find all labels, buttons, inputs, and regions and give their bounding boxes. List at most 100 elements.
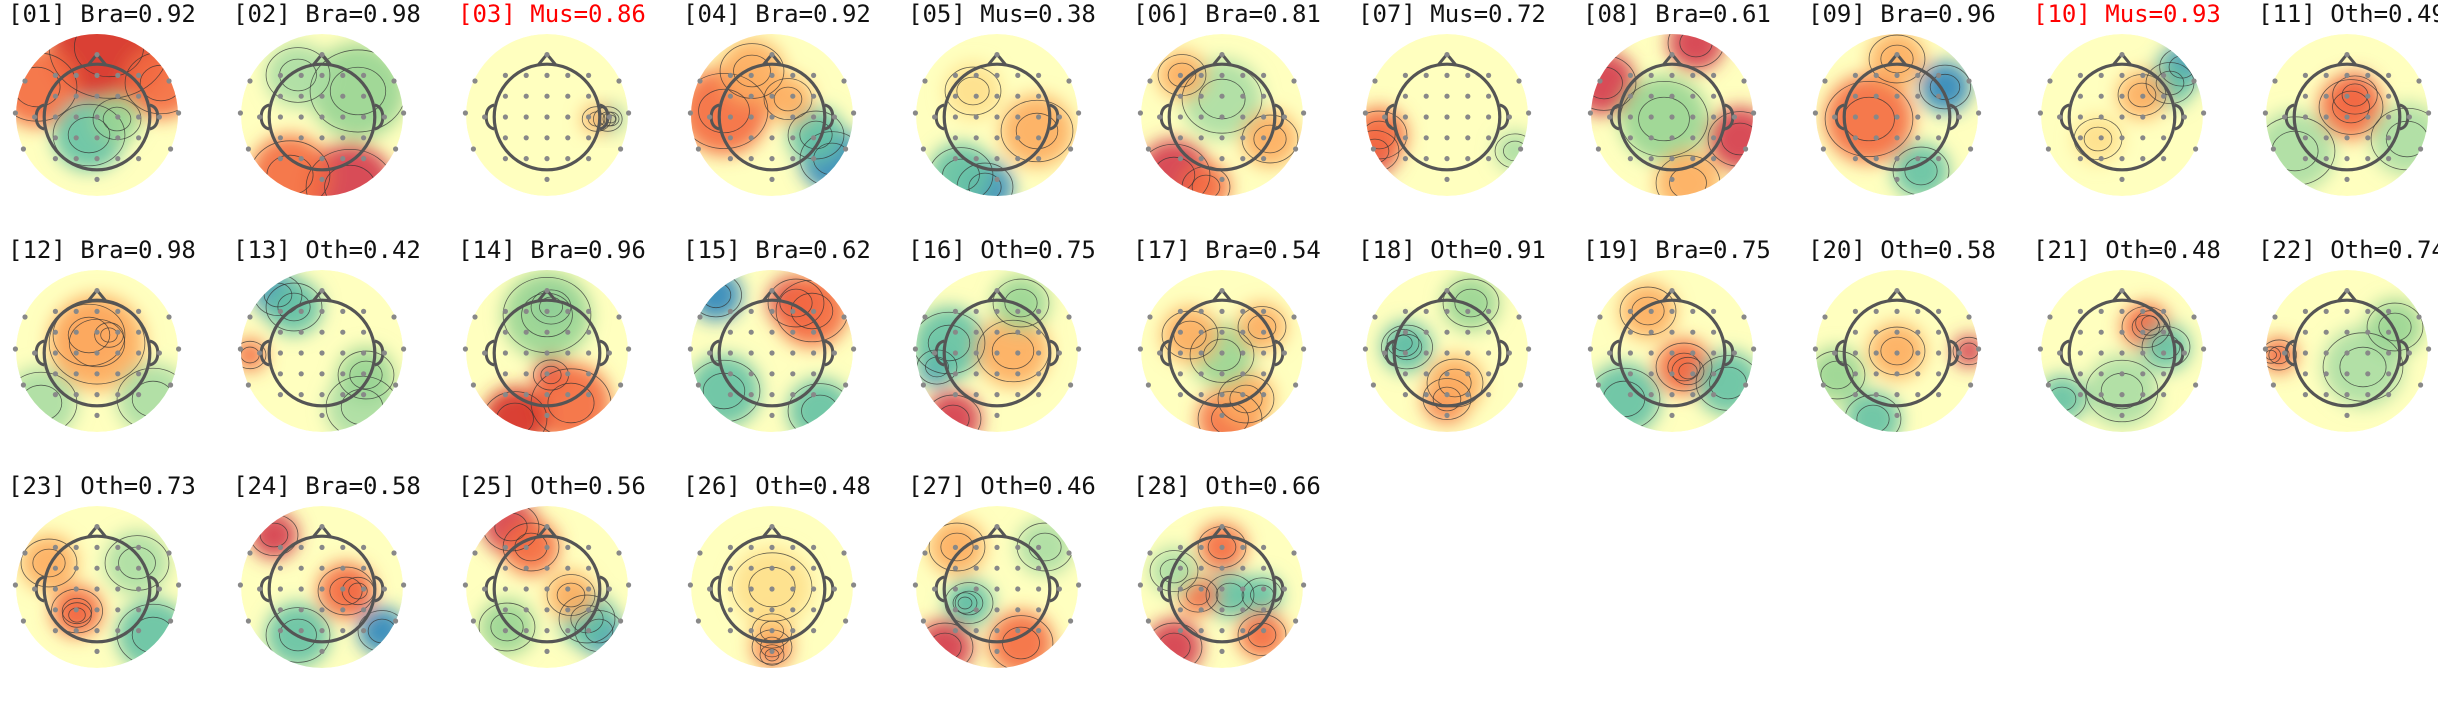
sensor-dot: [1711, 392, 1717, 398]
sensor-dot: [361, 72, 367, 78]
sensor-dot: [973, 135, 979, 141]
contour-line: [1678, 362, 1698, 380]
sensor-dot: [115, 544, 121, 550]
sensor-dot: [544, 114, 550, 120]
sensor-dot: [769, 524, 775, 530]
contour-line: [1000, 99, 1074, 163]
sensor-dot: [2323, 350, 2329, 356]
sensor-dot: [2077, 114, 2083, 120]
sensor-dot: [851, 346, 857, 352]
sensor-dot: [470, 146, 476, 152]
component-label: [21] Oth=0.48: [2033, 236, 2221, 264]
sensor-dot: [2140, 371, 2146, 377]
sensor-dot: [811, 565, 817, 571]
sensor-dot: [1627, 350, 1633, 356]
sensor-dot: [2181, 114, 2187, 120]
sensor-dot: [2386, 308, 2392, 314]
sensor-dot: [2302, 93, 2308, 99]
sensor-dot: [2344, 176, 2350, 182]
sensor-dot: [2119, 135, 2125, 141]
sensor-dot: [136, 565, 142, 571]
activation-blob: [1825, 75, 1913, 163]
sensor-dot: [790, 156, 796, 162]
contour-line: [1217, 374, 1275, 424]
contour-line: [954, 590, 984, 616]
sensor-dot: [2098, 350, 2104, 356]
sensor-dot: [565, 544, 571, 550]
sensor-dot: [790, 308, 796, 314]
sensor-dot: [482, 114, 488, 120]
sensor-dot: [544, 93, 550, 99]
sensor-dot: [586, 350, 592, 356]
sensor-dot: [831, 350, 837, 356]
sensor-dot: [1066, 314, 1072, 320]
sensor-dot: [2161, 308, 2167, 314]
sensor-dot: [695, 146, 701, 152]
sensor-dot: [2416, 314, 2422, 320]
sensor-dot: [2344, 392, 2350, 398]
sensor-dot: [245, 146, 251, 152]
sensor-dot: [1820, 146, 1826, 152]
sensor-dot: [1444, 156, 1450, 162]
sensor-dot: [544, 392, 550, 398]
contour-line: [1655, 342, 1713, 392]
sensor-dot: [73, 628, 79, 634]
sensor-dot: [94, 135, 100, 141]
sensor-dot: [136, 93, 142, 99]
sensor-dot: [994, 114, 1000, 120]
sensor-dot: [1526, 110, 1532, 116]
contour-line: [2339, 346, 2387, 388]
sensor-dot: [994, 329, 1000, 335]
sensor-dot: [1219, 308, 1225, 314]
sensor-dot: [1486, 135, 1492, 141]
sensor-dot: [973, 350, 979, 356]
sensor-dot: [1936, 135, 1942, 141]
sensor-dot: [1669, 288, 1675, 294]
sensor-dot: [470, 618, 476, 624]
activation-blob: [479, 599, 535, 655]
sensor-dot: [381, 586, 387, 592]
sensor-dot: [1036, 565, 1042, 571]
sensor-dot: [298, 72, 304, 78]
sensor-dot: [1219, 52, 1225, 58]
contour-line: [329, 66, 387, 116]
sensor-dot: [1936, 329, 1942, 335]
head-outline: [942, 534, 1052, 644]
sensor-dot: [340, 628, 346, 634]
topomap: [462, 34, 632, 196]
sensor-dot: [1597, 78, 1603, 84]
sensor-dot: [790, 628, 796, 634]
sensor-dot: [811, 350, 817, 356]
activation-blob: [503, 519, 559, 575]
sensor-dot: [1894, 135, 1900, 141]
head-outline: [717, 298, 827, 408]
contour-line: [521, 292, 573, 338]
sensor-dot: [245, 618, 251, 624]
sensor-dot: [1894, 114, 1900, 120]
sensor-dot: [1157, 586, 1163, 592]
sensor-dot: [319, 93, 325, 99]
sensor-dot: [1731, 114, 1737, 120]
sensor-dot: [1240, 350, 1246, 356]
contour-line: [1159, 558, 1189, 584]
sensor-dot: [1036, 329, 1042, 335]
sensor-dot: [2098, 156, 2104, 162]
sensor-dot: [1648, 392, 1654, 398]
sensor-dot: [1669, 308, 1675, 314]
sensor-dot: [319, 176, 325, 182]
head-outline: [1392, 298, 1502, 408]
sensor-dot: [2344, 93, 2350, 99]
sensor-dot: [1690, 114, 1696, 120]
component-panel: [18] Oth=0.91: [1354, 236, 1579, 472]
contour-line: [2127, 82, 2157, 108]
sensor-dot: [748, 628, 754, 634]
sensor-dot: [94, 329, 100, 335]
sensor-dot: [994, 72, 1000, 78]
sensor-dot: [2344, 72, 2350, 78]
sensor-dot: [1219, 628, 1225, 634]
sensor-dot: [1177, 350, 1183, 356]
component-label: [17] Bra=0.54: [1133, 236, 1321, 264]
sensor-dot: [2140, 156, 2146, 162]
sensor-dot: [1486, 329, 1492, 335]
activation-blob: [49, 295, 145, 391]
